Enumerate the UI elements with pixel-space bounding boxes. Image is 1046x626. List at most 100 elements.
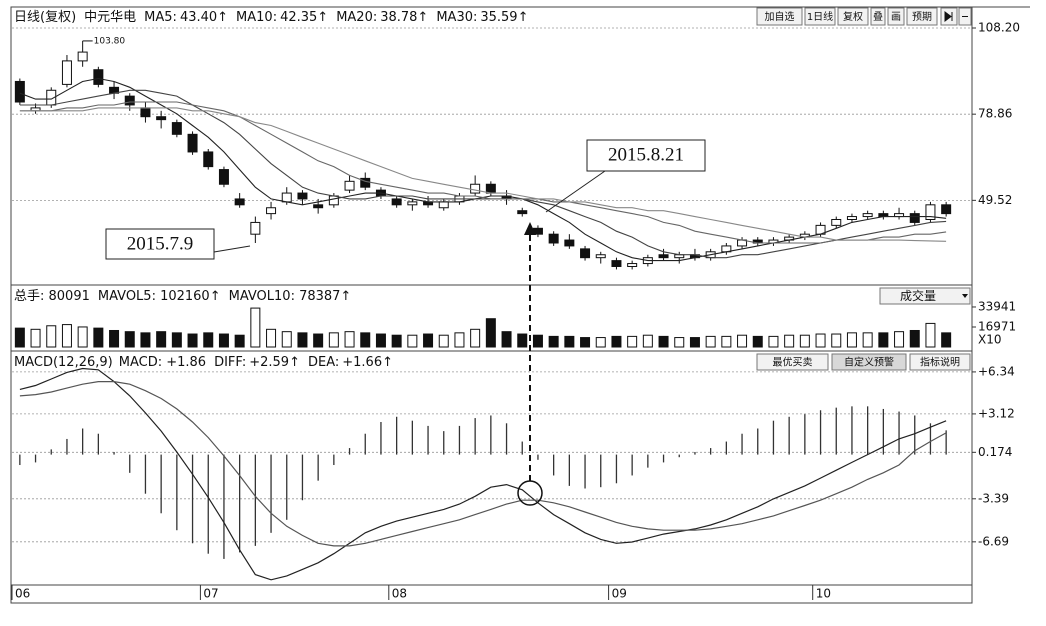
volume-bar [124,331,135,348]
high-label: 103.80 [94,36,126,46]
volume-bar [925,322,936,348]
macd-line [19,367,947,581]
title: 总手: 80091 [14,289,90,304]
candle-body [61,60,72,85]
macd-line [19,381,947,547]
legend-value: +2.59↑ [249,355,300,370]
indicator-button-label: 指标说明 [920,356,960,369]
candle-body [407,201,418,206]
volume-bar [941,332,952,348]
indicator-button[interactable] [756,353,829,371]
candle-body [909,213,920,223]
volume-bar [846,332,857,348]
x-tick-label: 08 [392,587,407,601]
frame [10,6,973,604]
candle-body [470,183,481,194]
candle-body [77,51,88,62]
legend-name: MA5: [144,10,177,25]
candle-body [862,213,873,218]
annotation: 2015.8.21 [608,144,684,165]
volume-bar [831,333,842,348]
volume-bar [203,332,214,348]
toolbar-label: 1日线 [807,10,833,23]
title: MACD(12,26,9) [14,355,113,370]
y-tick-label: 33941 [978,299,1016,313]
volume-bar [328,332,339,348]
toolbar-button[interactable] [887,7,905,26]
volume-bar [548,335,559,348]
legend-name: MA10: [236,10,277,25]
candle-body [517,210,528,215]
volume-bar [532,334,543,348]
toolbar-label: 预期 [912,11,932,23]
toolbar-label: 加自选 [765,10,795,23]
toolbar-label: 复权 [843,10,863,23]
candle-body [846,216,857,220]
candle-body [548,233,559,244]
candle-body [391,198,402,206]
volume-bar [517,333,528,348]
subtitle: 中元华电 [84,10,136,25]
toolbar-button[interactable] [837,7,869,26]
title: 日线(复权) [14,9,76,25]
toolbar-button[interactable] [870,7,886,26]
y-tick-label: 0.174 [978,445,1012,459]
volume-bar [30,328,41,348]
volume-bar [77,326,88,348]
volume-bar [313,333,324,348]
volume-bar [564,335,575,348]
toolbar-button[interactable] [906,7,938,26]
volume-bar [689,337,700,348]
toolbar-button[interactable] [756,7,803,26]
candle-body [564,239,575,247]
candle-body [941,204,952,215]
volume-bar [501,331,512,348]
x-tick-label: 10 [816,587,831,601]
volume-bar [297,332,308,348]
candle-body [580,248,591,259]
volume-bar [140,332,151,348]
candle-body [187,133,198,153]
volume-bar [909,329,920,348]
candle-body [438,201,449,209]
macd-label: MACD: +1.86 [119,355,206,370]
candle-body [171,122,182,135]
legend-value: 42.35↑ [280,10,328,25]
volume-bar [344,331,355,348]
y-tick-label: +3.12 [978,406,1015,420]
volume-bar [61,324,72,348]
volume-bar [894,331,905,348]
y-tick-label: +6.34 [978,364,1015,378]
indicator-button[interactable] [831,353,907,371]
annotation-box [586,139,706,172]
x-tick-label: 09 [612,587,627,601]
candle-body [297,192,308,200]
y-tick-label: -6.69 [978,534,1009,548]
toolbar-button[interactable] [804,7,836,26]
y-tick-label: 108.20 [978,21,1020,35]
volume-bar [266,328,277,348]
candle-body [14,80,25,103]
volume-bar [737,334,748,348]
volume-stat: MAVOL5: 102160↑ [98,289,221,304]
candle-body [831,218,842,226]
volume-header: 总手: 80091 MAVOL5: 102160↑ MAVOL10: 78387↑ [14,289,351,304]
legend-name: DIFF: [214,355,246,370]
legend-value: 38.78↑ [380,10,428,25]
x-tick-label: 06 [15,587,30,601]
volume-bar [391,334,402,348]
volume-bar [878,332,889,348]
volume-bar [721,335,732,348]
volume-bar [360,332,371,348]
indicator-selector[interactable] [879,287,971,305]
volume-stat: MAVOL10: 78387↑ [229,289,352,304]
y-tick-label: 49.52 [978,193,1012,207]
candle-body [485,183,496,194]
indicator-button[interactable] [909,353,971,371]
selector-label: 成交量 [900,288,936,303]
price-header: 日线(复权) 中元华电 MA5: 43.40↑ MA10: 42.35↑ MA20: 38.7… [14,9,528,25]
candle-body [344,180,355,191]
candle-body [93,69,104,85]
toolbar-label: 画 [891,12,901,23]
